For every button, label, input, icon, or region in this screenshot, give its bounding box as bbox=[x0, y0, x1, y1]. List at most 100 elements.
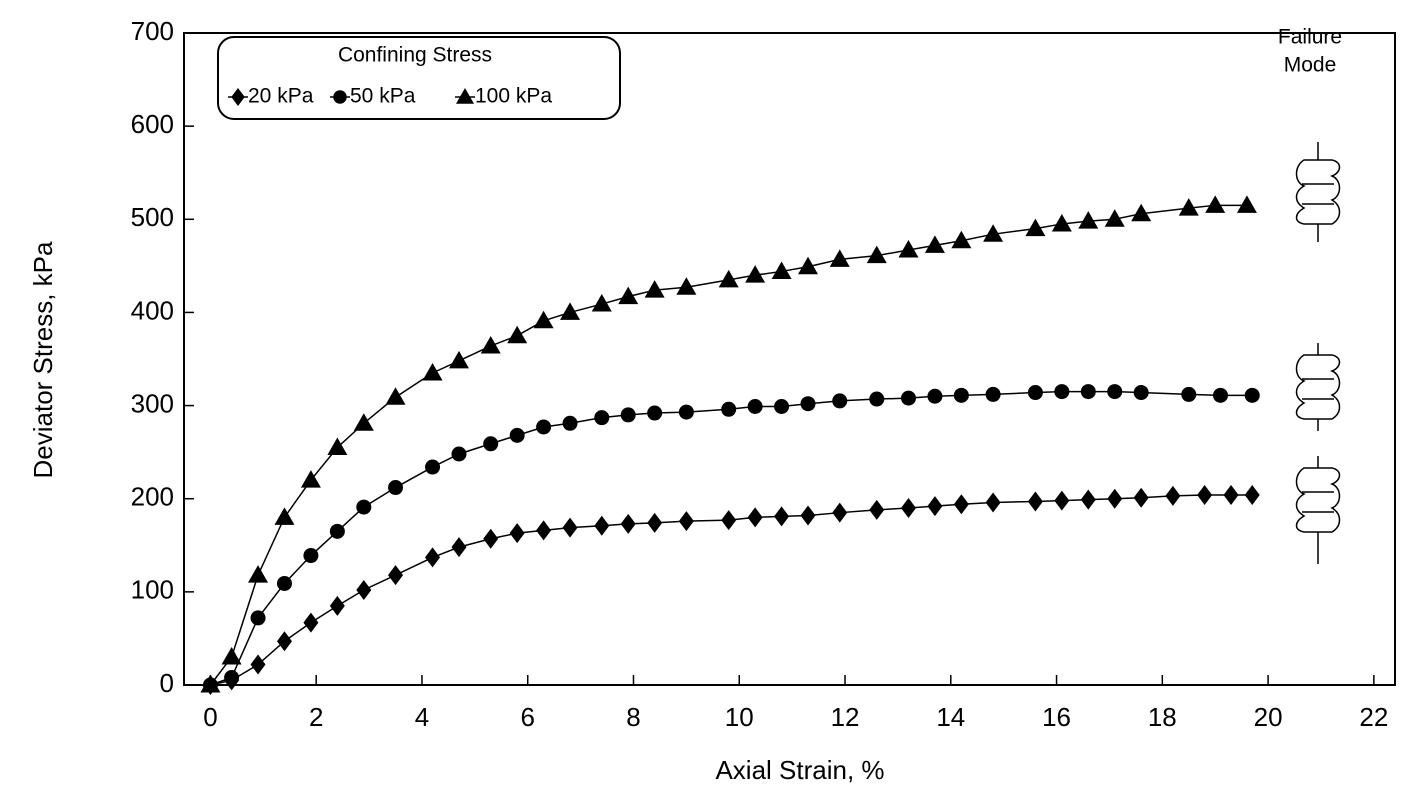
y-tick-label: 500 bbox=[131, 202, 174, 232]
marker bbox=[303, 548, 319, 564]
series-line bbox=[210, 390, 1253, 686]
legend-marker bbox=[333, 90, 347, 104]
marker bbox=[953, 387, 969, 403]
x-tick-label: 6 bbox=[520, 702, 534, 732]
marker bbox=[448, 350, 469, 369]
marker bbox=[1104, 209, 1125, 227]
marker bbox=[1205, 195, 1226, 213]
marker bbox=[745, 265, 766, 283]
marker bbox=[869, 499, 885, 520]
marker bbox=[221, 647, 242, 665]
marker bbox=[1027, 385, 1043, 401]
marker bbox=[924, 235, 945, 253]
marker bbox=[927, 496, 943, 517]
marker bbox=[1178, 198, 1199, 216]
marker bbox=[356, 499, 372, 515]
legend-label: 100 kPa bbox=[475, 85, 552, 108]
marker bbox=[866, 245, 887, 264]
marker bbox=[451, 446, 467, 462]
marker bbox=[644, 280, 665, 298]
marker bbox=[276, 631, 292, 652]
marker bbox=[1212, 387, 1228, 403]
x-tick-label: 0 bbox=[203, 702, 217, 732]
marker bbox=[620, 407, 636, 423]
marker bbox=[509, 523, 525, 544]
legend-label: 20 kPa bbox=[248, 85, 314, 108]
marker bbox=[1027, 491, 1043, 512]
marker bbox=[1133, 385, 1149, 401]
marker bbox=[900, 390, 916, 406]
marker bbox=[676, 277, 697, 295]
marker bbox=[483, 528, 499, 549]
marker bbox=[356, 579, 372, 600]
marker bbox=[1025, 218, 1046, 237]
marker bbox=[1223, 484, 1239, 505]
marker bbox=[451, 537, 467, 558]
marker bbox=[1107, 488, 1123, 509]
marker bbox=[832, 393, 848, 409]
marker bbox=[274, 507, 295, 525]
marker bbox=[1165, 485, 1181, 506]
x-tick-label: 4 bbox=[415, 702, 429, 732]
marker bbox=[1051, 213, 1072, 232]
annotation: Failure bbox=[1278, 26, 1342, 49]
marker bbox=[425, 459, 441, 475]
marker bbox=[721, 510, 737, 531]
marker bbox=[483, 436, 499, 452]
marker bbox=[647, 512, 663, 533]
x-tick-label: 18 bbox=[1148, 702, 1177, 732]
marker bbox=[536, 419, 552, 435]
marker bbox=[620, 513, 636, 534]
marker bbox=[591, 294, 612, 312]
marker bbox=[774, 399, 790, 415]
marker bbox=[1133, 487, 1149, 508]
marker bbox=[1244, 387, 1260, 403]
marker bbox=[594, 410, 610, 426]
x-tick-label: 22 bbox=[1359, 702, 1388, 732]
marker bbox=[985, 386, 1001, 402]
marker bbox=[829, 249, 850, 267]
marker bbox=[388, 480, 404, 496]
annotation: Mode bbox=[1284, 54, 1337, 77]
marker bbox=[618, 286, 639, 305]
marker bbox=[250, 654, 266, 675]
legend-marker bbox=[456, 88, 474, 104]
marker bbox=[647, 405, 663, 421]
marker bbox=[747, 507, 763, 528]
marker bbox=[248, 565, 269, 583]
x-tick-label: 20 bbox=[1254, 702, 1283, 732]
marker bbox=[951, 230, 972, 249]
marker bbox=[985, 492, 1001, 513]
marker bbox=[388, 565, 404, 586]
plot-frame bbox=[183, 32, 1396, 686]
marker bbox=[678, 404, 694, 420]
marker bbox=[1054, 384, 1070, 400]
marker bbox=[276, 575, 292, 591]
marker bbox=[562, 415, 578, 431]
marker bbox=[385, 387, 406, 405]
x-tick-label: 10 bbox=[725, 702, 754, 732]
marker bbox=[507, 325, 528, 344]
marker bbox=[1107, 384, 1123, 400]
y-tick-label: 0 bbox=[160, 668, 174, 698]
marker bbox=[869, 391, 885, 407]
y-tick-label: 300 bbox=[131, 388, 174, 418]
marker bbox=[983, 224, 1004, 242]
marker bbox=[800, 505, 816, 526]
marker bbox=[327, 437, 348, 455]
marker bbox=[200, 675, 221, 693]
marker bbox=[800, 396, 816, 412]
marker bbox=[300, 470, 321, 488]
marker bbox=[353, 413, 374, 431]
marker bbox=[1244, 484, 1260, 505]
marker bbox=[1236, 195, 1257, 213]
marker bbox=[774, 506, 790, 527]
marker bbox=[1197, 484, 1213, 505]
marker bbox=[1078, 211, 1099, 229]
legend-marker bbox=[231, 88, 245, 106]
legend-title: Confining Stress bbox=[338, 44, 492, 67]
marker bbox=[303, 612, 319, 633]
marker bbox=[536, 520, 552, 541]
x-axis-label: Axial Strain, % bbox=[715, 755, 884, 785]
